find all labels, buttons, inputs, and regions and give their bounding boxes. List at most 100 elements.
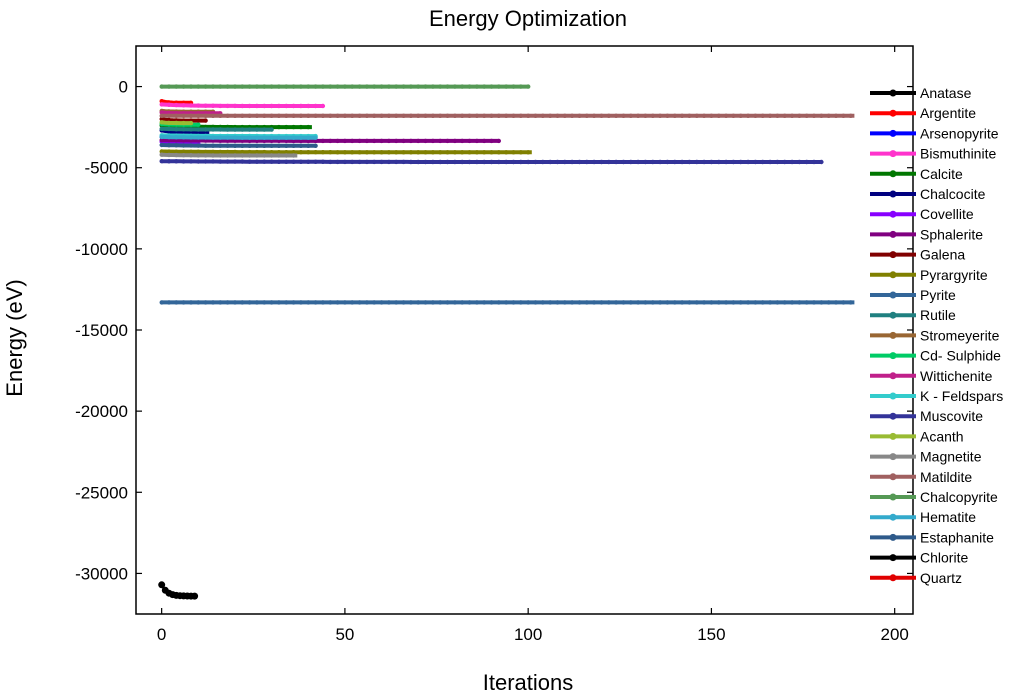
- data-point: [210, 84, 216, 89]
- data-point: [181, 113, 186, 119]
- data-point: [298, 84, 304, 89]
- data-point: [276, 150, 282, 155]
- data-point: [284, 113, 289, 119]
- data-point: [203, 113, 208, 119]
- data-point: [445, 159, 450, 165]
- data-point: [350, 300, 355, 305]
- data-point: [240, 113, 245, 119]
- legend-label: Pyrargyrite: [920, 267, 988, 283]
- data-point: [797, 113, 802, 119]
- data-point: [232, 113, 238, 119]
- series-acanth: [159, 120, 194, 126]
- data-point: [482, 138, 487, 144]
- data-point: [364, 159, 370, 165]
- y-tick-label: -30000: [75, 564, 128, 583]
- data-point: [526, 300, 531, 305]
- data-point: [232, 159, 238, 164]
- legend-marker: [889, 210, 897, 218]
- data-point: [665, 159, 670, 165]
- data-point: [511, 150, 516, 155]
- data-point: [467, 300, 472, 305]
- data-point: [269, 300, 274, 305]
- data-point: [203, 149, 208, 155]
- data-point: [643, 159, 648, 165]
- data-point: [694, 113, 699, 119]
- data-point: [650, 300, 655, 305]
- data-point: [240, 127, 245, 132]
- data-point: [342, 300, 348, 305]
- series-rutile: [159, 126, 274, 132]
- data-point: [196, 153, 201, 158]
- data-point: [372, 300, 377, 305]
- data-point: [298, 138, 304, 144]
- data-point: [723, 300, 729, 305]
- data-point: [342, 138, 348, 144]
- data-point: [247, 113, 252, 119]
- data-point: [181, 103, 186, 108]
- data-point: [694, 300, 699, 305]
- data-point: [181, 153, 186, 158]
- x-tick-label: 200: [880, 625, 908, 644]
- data-point: [416, 138, 421, 144]
- data-point: [738, 159, 743, 165]
- data-point: [203, 103, 208, 108]
- data-point: [804, 113, 809, 119]
- data-point: [474, 84, 480, 89]
- data-point: [166, 300, 172, 305]
- data-point: [313, 138, 318, 144]
- data-point: [474, 300, 480, 305]
- data-point: [328, 300, 333, 305]
- data-point: [416, 159, 421, 165]
- data-point: [166, 134, 172, 140]
- data-point: [804, 159, 809, 165]
- data-point: [628, 300, 633, 305]
- data-point: [782, 159, 787, 165]
- data-point: [775, 113, 780, 119]
- data-point: [291, 138, 296, 144]
- data-point: [247, 149, 252, 155]
- data-point: [188, 120, 194, 126]
- data-point: [408, 138, 414, 144]
- data-point: [482, 300, 487, 305]
- data-point: [196, 103, 201, 108]
- legend-marker: [889, 311, 897, 319]
- series-layer: [158, 84, 855, 600]
- legend-marker: [889, 109, 897, 117]
- data-point: [438, 138, 443, 144]
- data-point: [218, 149, 223, 155]
- data-point: [320, 103, 326, 109]
- data-point: [379, 159, 384, 165]
- data-point: [203, 143, 208, 148]
- data-point: [335, 84, 340, 89]
- data-point: [679, 113, 685, 119]
- legend-label: Wittichenite: [920, 368, 993, 384]
- data-point: [174, 152, 179, 158]
- data-point: [166, 143, 172, 148]
- data-point: [723, 113, 729, 119]
- data-point: [159, 110, 164, 115]
- data-point: [159, 84, 164, 89]
- legend-label: Chalcocite: [920, 186, 986, 202]
- data-point: [306, 150, 311, 155]
- data-point: [555, 300, 560, 305]
- data-point: [159, 149, 164, 154]
- legend-label: Rutile: [920, 307, 956, 323]
- legend-item-calcite: Calcite: [870, 166, 963, 182]
- data-point: [467, 138, 472, 144]
- data-point: [489, 84, 494, 89]
- data-point: [526, 150, 531, 155]
- data-point: [511, 300, 516, 305]
- data-point: [181, 149, 186, 154]
- data-point: [372, 150, 377, 155]
- data-point: [386, 84, 392, 89]
- data-point: [628, 113, 633, 119]
- data-point: [203, 118, 208, 123]
- data-point: [313, 84, 318, 89]
- data-point: [203, 135, 208, 140]
- data-point: [159, 126, 164, 131]
- data-point: [335, 300, 340, 305]
- data-point: [489, 150, 494, 155]
- legend-item-covellite: Covellite: [870, 206, 974, 222]
- data-point: [496, 113, 501, 119]
- data-point: [489, 159, 494, 165]
